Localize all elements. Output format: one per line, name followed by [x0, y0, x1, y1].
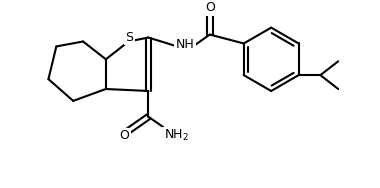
Text: S: S	[126, 31, 134, 44]
Text: NH$_2$: NH$_2$	[164, 128, 188, 143]
Text: O: O	[205, 1, 215, 14]
Text: S: S	[126, 31, 134, 44]
Text: O: O	[120, 129, 130, 142]
Text: NH: NH	[176, 38, 195, 51]
